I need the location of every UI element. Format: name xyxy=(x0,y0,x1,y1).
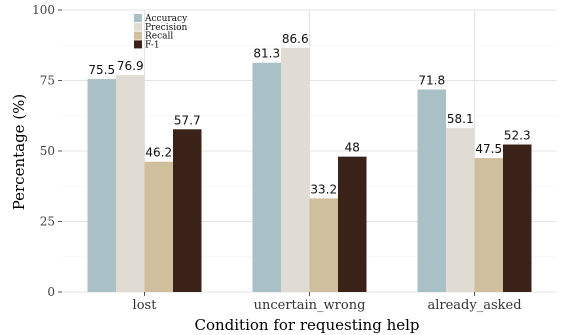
y-tick-label: 0 xyxy=(47,285,55,299)
legend-swatch xyxy=(134,22,142,31)
x-tick-label: lost xyxy=(133,298,158,313)
x-tick-label: already_asked xyxy=(427,298,521,313)
data-labels: 75.5 81.3 71.8 76.9 86.6 58.1 46.2 33.2 47.5 57.7… xyxy=(88,32,530,197)
y-tick-label: 75 xyxy=(40,74,55,88)
bar-accuracy-2 xyxy=(417,89,446,292)
bar-f-1-0 xyxy=(173,129,202,292)
bar-precision-2 xyxy=(446,128,475,292)
bar-precision-0 xyxy=(116,75,145,292)
legend-swatch xyxy=(134,31,142,40)
bar-accuracy-0 xyxy=(87,79,116,292)
bars xyxy=(87,47,532,293)
y-tick-label: 100 xyxy=(32,3,55,17)
bar-recall-2 xyxy=(474,158,503,292)
y-tick-label: 25 xyxy=(40,215,55,229)
x-axis-ticks: lost uncertain_wrong already_asked xyxy=(133,292,522,313)
bar-value-label: 75.5 xyxy=(88,63,115,77)
bar-value-label: 57.7 xyxy=(174,113,201,127)
legend-swatch xyxy=(134,14,142,22)
bar-value-label: 47.5 xyxy=(475,142,502,156)
bar-value-label: 33.2 xyxy=(310,182,337,196)
bar-value-label: 76.9 xyxy=(117,59,144,73)
legend-label: F-1 xyxy=(145,40,160,50)
bar-value-label: 81.3 xyxy=(253,47,280,61)
bar-f-1-1 xyxy=(338,156,367,292)
bar-value-label: 48 xyxy=(345,141,360,155)
bar-f-1-2 xyxy=(503,144,532,292)
x-tick-label: uncertain_wrong xyxy=(254,298,366,313)
y-axis-ticks: 0 25 50 75 100 xyxy=(32,3,62,299)
y-tick-label: 50 xyxy=(40,144,55,158)
legend-label: Accuracy xyxy=(144,14,188,24)
x-axis-title: Condition for requesting help xyxy=(194,316,419,334)
legend-label: Precision xyxy=(145,23,188,33)
y-axis-title: Percentage (%) xyxy=(10,94,28,211)
bar-value-label: 52.3 xyxy=(504,129,531,143)
bar-recall-1 xyxy=(309,198,338,292)
bar-value-label: 46.2 xyxy=(145,146,172,160)
bar-recall-0 xyxy=(144,161,173,292)
legend-label: Recall xyxy=(145,32,173,42)
legend-swatch xyxy=(134,40,142,49)
bar-precision-1 xyxy=(281,47,310,293)
bar-value-label: 71.8 xyxy=(418,74,445,88)
bar-accuracy-1 xyxy=(252,62,281,292)
bar-value-label: 86.6 xyxy=(282,32,309,46)
bar-value-label: 58.1 xyxy=(447,112,474,126)
